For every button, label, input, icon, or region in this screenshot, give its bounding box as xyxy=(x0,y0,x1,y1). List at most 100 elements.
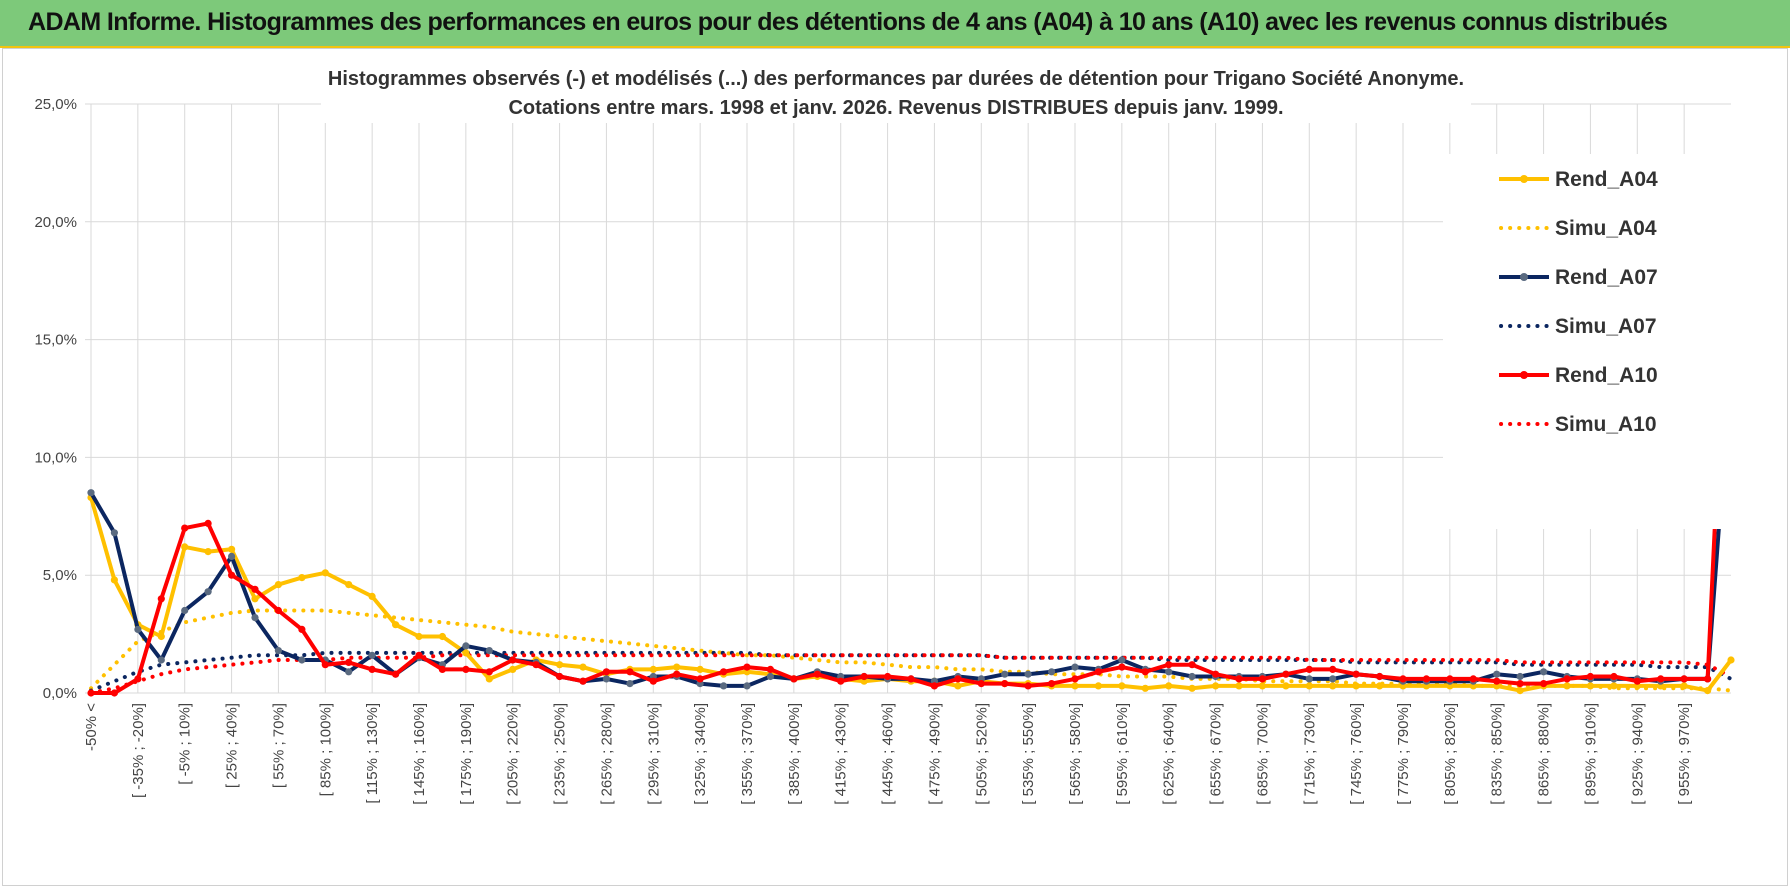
data-point-rend-a04 xyxy=(1235,682,1243,690)
data-point-rend-a07 xyxy=(485,647,493,655)
data-point-rend-a07 xyxy=(1165,668,1173,676)
data-point-rend-a10 xyxy=(1657,675,1665,683)
data-point-rend-a04 xyxy=(157,632,165,641)
data-point-rend-a10 xyxy=(274,606,282,615)
data-point-rend-a04 xyxy=(954,682,962,690)
data-point-rend-a07 xyxy=(1493,670,1501,678)
legend-label-rend-a10: Rend_A10 xyxy=(1555,364,1658,387)
data-point-rend-a07 xyxy=(1188,672,1196,681)
x-tick-label: [ 175% ; 190%] xyxy=(458,703,475,805)
y-tick-label: 20,0% xyxy=(34,214,77,231)
data-point-rend-a07 xyxy=(743,682,751,690)
data-point-rend-a10 xyxy=(134,675,142,683)
data-point-rend-a04 xyxy=(673,663,681,671)
x-tick-label: [ 625% ; 640%] xyxy=(1161,703,1178,805)
data-point-rend-a04 xyxy=(368,592,376,601)
data-point-rend-a04 xyxy=(228,545,236,553)
data-point-rend-a07 xyxy=(298,656,306,664)
data-point-rend-a10 xyxy=(1071,675,1079,683)
x-tick-label: [ 475% ; 490%] xyxy=(926,703,943,805)
data-point-rend-a10 xyxy=(1493,677,1501,685)
x-tick-label: [ -5% ; 10%] xyxy=(177,703,194,785)
x-tick-label: [ 595% ; 610%] xyxy=(1114,703,1131,805)
x-tick-label: [ 25% ; 40%] xyxy=(224,703,241,788)
data-point-rend-a10 xyxy=(1001,680,1009,688)
data-point-rend-a04 xyxy=(251,595,259,603)
data-point-rend-a10 xyxy=(1563,675,1571,683)
data-point-rend-a07 xyxy=(626,680,634,688)
data-point-rend-a04 xyxy=(1118,682,1126,690)
x-tick-label: [ 775% ; 790%] xyxy=(1395,703,1412,805)
data-point-rend-a10 xyxy=(181,524,189,532)
data-point-rend-a10 xyxy=(766,665,775,674)
data-point-rend-a04 xyxy=(485,675,493,683)
data-point-rend-a04 xyxy=(509,665,517,674)
x-tick-label: [ 535% ; 550%] xyxy=(1020,703,1037,805)
y-tick-label: 10,0% xyxy=(34,449,77,466)
data-point-rend-a10 xyxy=(1633,677,1641,685)
data-point-rend-a04 xyxy=(298,574,306,582)
data-point-rend-a10 xyxy=(579,677,587,685)
y-tick-label: 0,0% xyxy=(43,685,77,702)
data-point-rend-a10 xyxy=(1165,661,1173,669)
title-background xyxy=(321,61,1471,123)
data-point-rend-a10 xyxy=(1118,663,1126,671)
data-point-rend-a10 xyxy=(1305,665,1313,674)
data-point-rend-a10 xyxy=(860,672,868,681)
y-tick-label: 5,0% xyxy=(43,567,77,584)
data-point-rend-a10 xyxy=(1048,680,1056,688)
data-point-rend-a10 xyxy=(1329,665,1337,674)
data-point-rend-a10 xyxy=(321,661,329,669)
data-point-rend-a10 xyxy=(1376,672,1384,681)
data-point-rend-a07 xyxy=(181,606,189,615)
data-point-rend-a07 xyxy=(157,656,165,664)
x-tick-label: [ 865% ; 880%] xyxy=(1536,703,1553,805)
data-point-rend-a07 xyxy=(1071,663,1079,671)
data-point-rend-a04 xyxy=(204,548,212,556)
data-point-rend-a10 xyxy=(884,672,892,681)
data-point-rend-a07 xyxy=(1516,672,1524,681)
data-point-rend-a10 xyxy=(1188,661,1196,669)
data-point-rend-a10 xyxy=(1516,680,1524,688)
data-point-rend-a10 xyxy=(696,675,704,683)
data-point-rend-a07 xyxy=(462,642,470,650)
data-point-rend-a10 xyxy=(1399,675,1407,683)
legend-label-simu-a10: Simu_A10 xyxy=(1555,413,1657,436)
data-point-rend-a04 xyxy=(438,632,446,641)
data-point-rend-a04 xyxy=(1563,682,1571,690)
data-point-rend-a10 xyxy=(87,689,95,697)
data-point-rend-a07 xyxy=(1540,668,1548,676)
legend-marker-rend-a10 xyxy=(1520,371,1528,379)
data-point-rend-a04 xyxy=(110,576,118,584)
legend-marker-rend-a04 xyxy=(1520,175,1528,183)
x-tick-label: [ 295% ; 310%] xyxy=(645,703,662,805)
data-point-rend-a07 xyxy=(251,614,259,622)
data-point-rend-a10 xyxy=(485,668,493,676)
x-tick-label: [ 565% ; 580%] xyxy=(1067,703,1084,805)
x-tick-label: [ 655% ; 670%] xyxy=(1208,703,1225,805)
x-tick-label: [ 685% ; 700%] xyxy=(1254,703,1271,805)
data-point-rend-a10 xyxy=(1680,675,1688,683)
data-point-rend-a04 xyxy=(321,569,329,577)
data-point-rend-a07 xyxy=(602,675,611,683)
x-tick-label: [ 445% ; 460%] xyxy=(880,703,897,805)
data-point-rend-a10 xyxy=(298,625,306,634)
data-point-rend-a07 xyxy=(87,489,95,497)
data-point-rend-a10 xyxy=(1235,675,1243,683)
data-point-rend-a10 xyxy=(743,663,751,671)
legend-label-rend-a04: Rend_A04 xyxy=(1555,168,1658,191)
data-point-rend-a04 xyxy=(1610,682,1618,690)
data-point-rend-a10 xyxy=(930,682,939,690)
data-point-rend-a10 xyxy=(626,668,634,676)
x-tick-label: [ 85% ; 100%] xyxy=(317,703,334,796)
data-point-rend-a07 xyxy=(720,682,728,690)
data-point-rend-a10 xyxy=(1704,675,1712,683)
data-point-rend-a07 xyxy=(1024,670,1032,678)
histogram-chart: 0,0% 5,0% 10,0% 15,0% 20,0% 25,0% -50% < [ -35… xyxy=(34,61,1743,805)
report-banner: ADAM Informe. Histogrammes des performan… xyxy=(0,0,1790,48)
data-point-rend-a04 xyxy=(1258,682,1266,690)
data-point-rend-a10 xyxy=(532,661,540,669)
data-point-rend-a10 xyxy=(556,672,564,681)
data-point-rend-a10 xyxy=(1282,670,1290,678)
data-point-rend-a07 xyxy=(1329,675,1337,683)
